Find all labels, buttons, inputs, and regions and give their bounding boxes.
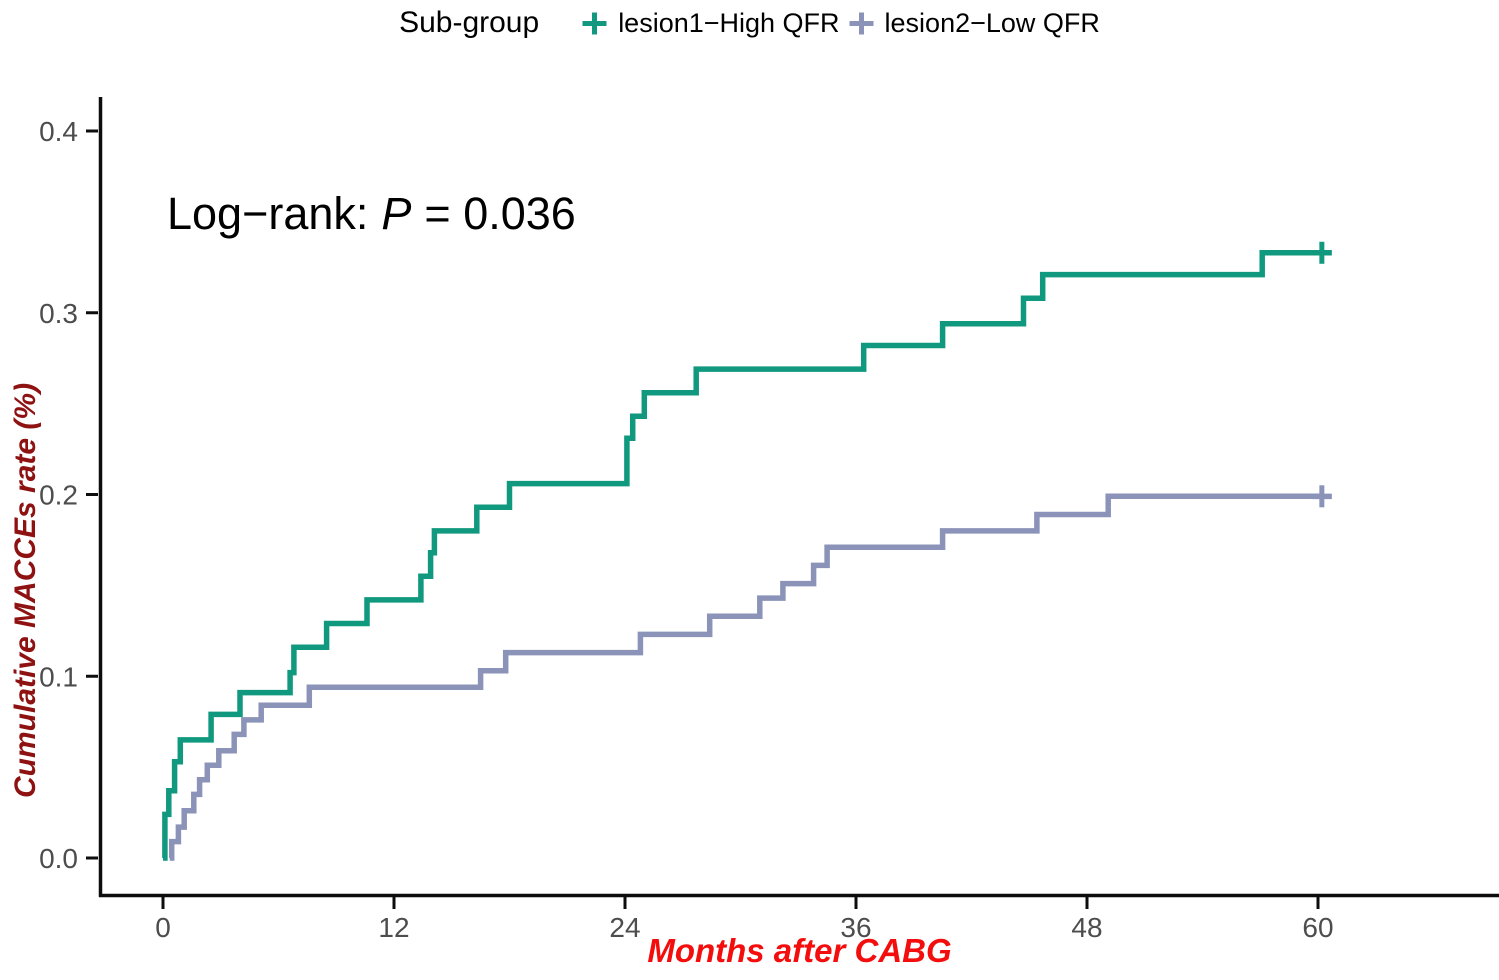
x-tick-label: 0 <box>155 912 171 943</box>
y-tick-label: 0.4 <box>39 116 78 147</box>
p-value: = 0.036 <box>424 188 576 239</box>
plus-censor-icon <box>582 12 607 34</box>
legend-item-lesion1-high-qfr: lesion1−High QFR <box>581 7 840 39</box>
log-rank-prefix: Log−rank: <box>167 188 369 239</box>
x-tick-label: 48 <box>1071 912 1102 943</box>
y-tick-label: 0.2 <box>39 480 78 511</box>
x-tick-label: 12 <box>378 912 409 943</box>
y-tick-label: 0.3 <box>39 298 78 329</box>
x-axis-title: Months after CABG <box>647 932 952 969</box>
y-tick-label: 0.0 <box>39 843 78 874</box>
legend-item-lesion2-low-qfr: lesion2−Low QFR <box>848 8 1100 39</box>
x-tick-label: 36 <box>840 912 871 943</box>
log-rank-annotation: Log−rank: P = 0.036 <box>167 188 576 240</box>
legend-title: Sub-group <box>399 6 540 39</box>
x-tick-label: 60 <box>1302 912 1333 943</box>
p-symbol: P <box>381 188 412 239</box>
series-line-low-qfr <box>168 493 1322 861</box>
x-tick-label: 24 <box>609 912 640 943</box>
series-line-high-qfr <box>162 250 1322 861</box>
legend-label-lesion1: lesion1−High QFR <box>618 7 840 38</box>
plus-censor-icon <box>849 12 874 34</box>
y-tick-label: 0.1 <box>39 661 78 692</box>
legend: Sub-group lesion1−High QFR lesion2−Low Q… <box>0 2 1499 44</box>
legend-label-lesion2: lesion2−Low QFR <box>884 7 1100 38</box>
